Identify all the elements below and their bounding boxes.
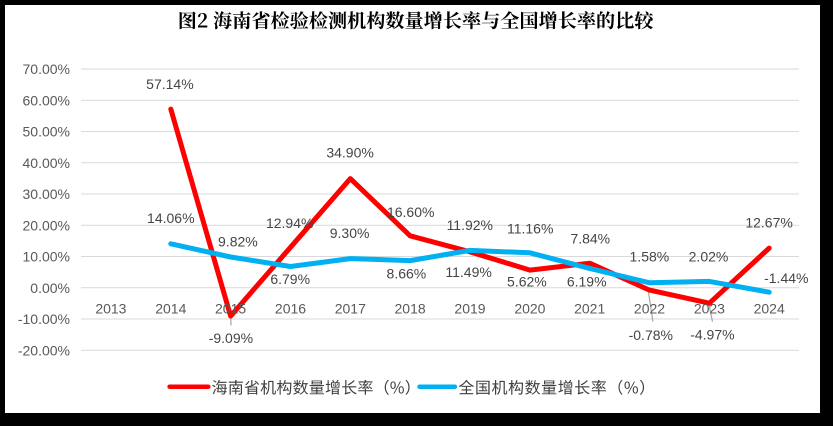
svg-text:2023: 2023 [694,301,725,317]
svg-text:11.16%: 11.16% [507,221,553,237]
svg-text:1.58%: 1.58% [630,249,670,265]
svg-text:2018: 2018 [395,301,426,317]
svg-text:-10.00%: -10.00% [18,311,70,327]
svg-text:11.92%: 11.92% [447,217,493,233]
svg-text:12.94%: 12.94% [266,215,313,231]
svg-text:30.00%: 30.00% [23,186,70,202]
svg-text:-1.44%: -1.44% [764,270,808,286]
svg-text:14.06%: 14.06% [147,210,194,226]
svg-text:-4.97%: -4.97% [690,327,734,343]
svg-text:-20.00%: -20.00% [18,342,70,358]
svg-text:2013: 2013 [95,301,126,317]
svg-text:2.02%: 2.02% [689,249,729,265]
svg-text:8.66%: 8.66% [387,266,427,282]
svg-text:2024: 2024 [754,301,785,317]
svg-text:50.00%: 50.00% [23,124,70,140]
svg-text:-0.78%: -0.78% [629,327,673,343]
svg-text:57.14%: 57.14% [146,76,193,92]
svg-text:16.60%: 16.60% [387,204,434,220]
svg-text:6.19%: 6.19% [567,274,607,290]
svg-text:2017: 2017 [335,301,366,317]
svg-text:40.00%: 40.00% [23,155,70,171]
svg-text:9.30%: 9.30% [330,225,370,241]
svg-text:2022: 2022 [634,301,665,317]
svg-text:2019: 2019 [454,301,485,317]
svg-text:2016: 2016 [275,301,306,317]
svg-text:2021: 2021 [574,301,605,317]
svg-text:34.90%: 34.90% [326,144,373,160]
svg-text:20.00%: 20.00% [23,217,70,233]
svg-text:7.84%: 7.84% [570,231,610,247]
svg-text:70.00%: 70.00% [23,61,70,77]
svg-text:5.62%: 5.62% [507,274,547,290]
svg-text:-9.09%: -9.09% [209,330,253,346]
svg-text:60.00%: 60.00% [23,92,70,108]
svg-text:0.00%: 0.00% [30,280,70,296]
svg-text:11.49%: 11.49% [445,264,491,280]
svg-text:10.00%: 10.00% [23,249,70,265]
svg-text:12.67%: 12.67% [745,214,792,230]
svg-text:6.79%: 6.79% [270,271,310,287]
svg-text:9.82%: 9.82% [218,234,258,250]
svg-text:2020: 2020 [514,301,545,317]
svg-text:2015: 2015 [215,301,246,317]
svg-text:2014: 2014 [155,301,186,317]
